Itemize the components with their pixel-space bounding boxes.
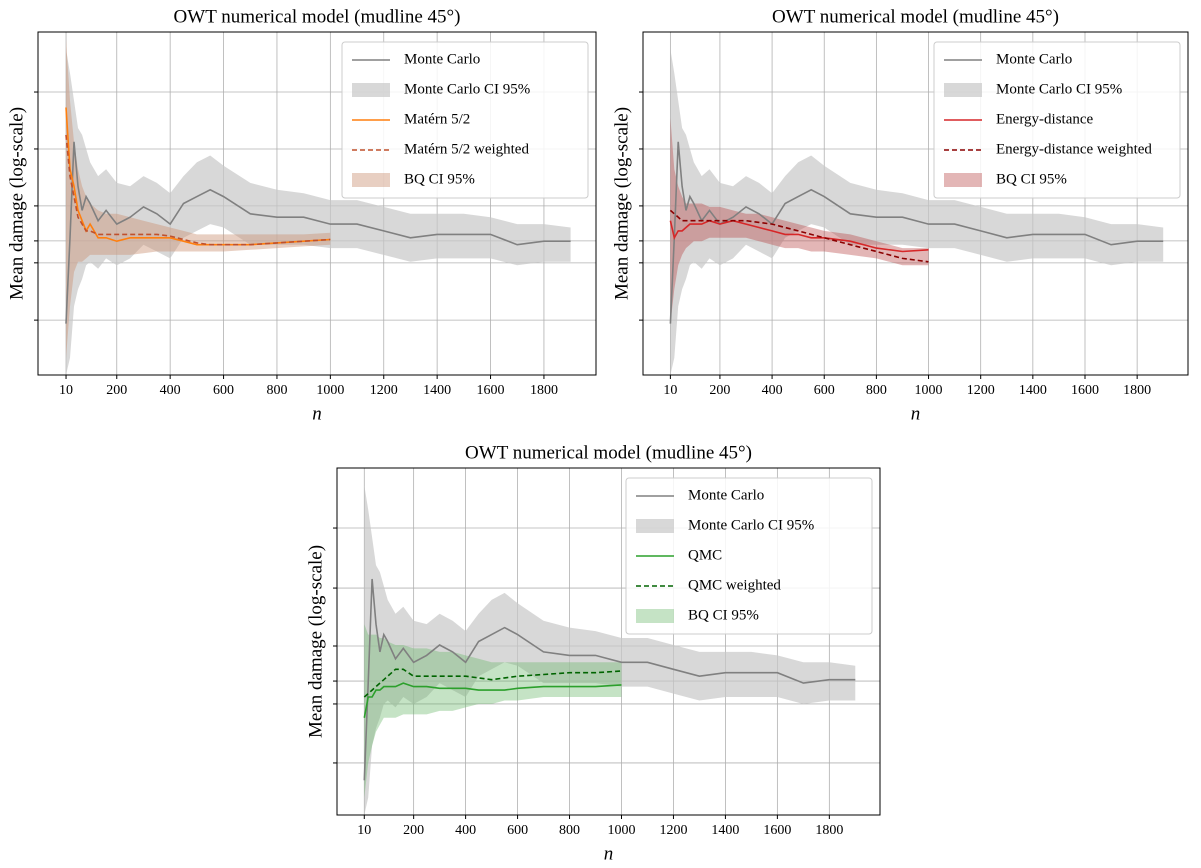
ci-band bbox=[670, 49, 1164, 375]
legend-swatch bbox=[944, 83, 982, 97]
x-tick-label: 1200 bbox=[967, 383, 995, 398]
chart: 10 200 400 600 800 1000 1200 1400 1600 1800 OWT nu… bbox=[611, 6, 1189, 424]
plot bbox=[669, 49, 1164, 375]
legend-label: Matérn 5/2 bbox=[404, 111, 470, 127]
x-tick-label: 1400 bbox=[423, 383, 451, 398]
x-tick-label: 200 bbox=[403, 823, 424, 838]
ci-band bbox=[670, 117, 929, 324]
legend-box bbox=[625, 477, 873, 635]
x-tick-label: 1400 bbox=[1019, 383, 1047, 398]
x-tick-label: 400 bbox=[455, 823, 476, 838]
x-tick-label: 1800 bbox=[530, 383, 558, 398]
x-axis-label: n bbox=[911, 403, 921, 424]
plot-frame bbox=[642, 31, 1189, 376]
legend-box bbox=[341, 41, 589, 199]
series-line bbox=[669, 209, 929, 263]
legend-label: BQ CI 95% bbox=[996, 171, 1067, 187]
x-axis-label: n bbox=[312, 403, 322, 424]
x-tick-label: 1400 bbox=[711, 823, 739, 838]
chart: 10 200 400 600 800 1000 1200 1400 1600 1800 OWT nu… bbox=[6, 6, 597, 424]
legend-label: Monte Carlo bbox=[404, 51, 480, 67]
legend-label: Monte Carlo CI 95% bbox=[404, 81, 530, 97]
series-line bbox=[363, 578, 856, 781]
x-tick-label: 1600 bbox=[1071, 383, 1099, 398]
x-tick-label: 1000 bbox=[316, 383, 344, 398]
legend-box bbox=[933, 41, 1181, 199]
legend-label: QMC weighted bbox=[688, 577, 781, 593]
legend-label: BQ CI 95% bbox=[688, 607, 759, 623]
x-tick-label: 400 bbox=[762, 383, 783, 398]
legend-swatch bbox=[944, 173, 982, 187]
x-tick-label: 600 bbox=[507, 823, 528, 838]
chart-title: OWT numerical model (mudline 45°) bbox=[174, 6, 461, 27]
y-axis-label: Mean damage (log-scale) bbox=[6, 107, 27, 300]
x-tick-label: 1200 bbox=[370, 383, 398, 398]
legend-label: QMC bbox=[688, 547, 722, 563]
plot bbox=[363, 485, 856, 815]
legend-swatch bbox=[636, 609, 674, 623]
series-line bbox=[363, 682, 622, 718]
x-tick-label: 800 bbox=[266, 383, 287, 398]
series-line bbox=[669, 219, 929, 253]
y-axis-label: Mean damage (log-scale) bbox=[305, 545, 326, 738]
series-line bbox=[363, 668, 622, 698]
plot-frame bbox=[37, 31, 597, 376]
legend-swatch bbox=[636, 519, 674, 533]
x-axis-label: n bbox=[604, 843, 614, 864]
legend-swatch bbox=[352, 173, 390, 187]
x-tick-label: 400 bbox=[160, 383, 181, 398]
ci-band bbox=[364, 624, 622, 798]
x-tick-label: 1800 bbox=[815, 823, 843, 838]
series-line bbox=[65, 141, 571, 324]
x-tick-label: 1000 bbox=[915, 383, 943, 398]
plot bbox=[65, 38, 571, 375]
x-tick-label: 1200 bbox=[659, 823, 687, 838]
legend-label: Matérn 5/2 weighted bbox=[404, 141, 529, 157]
legend-label: Energy-distance weighted bbox=[996, 141, 1152, 157]
ci-band bbox=[66, 49, 571, 375]
legend-label: Monte Carlo bbox=[996, 51, 1072, 67]
series-line bbox=[669, 141, 1164, 324]
x-tick-label: 1000 bbox=[607, 823, 635, 838]
x-tick-label: 1800 bbox=[1123, 383, 1151, 398]
x-tick-label: 10 bbox=[357, 823, 371, 838]
y-axis-label: Mean damage (log-scale) bbox=[611, 107, 632, 300]
x-tick-label: 200 bbox=[106, 383, 127, 398]
x-tick-label: 200 bbox=[709, 383, 730, 398]
x-tick-label: 800 bbox=[866, 383, 887, 398]
chart-title: OWT numerical model (mudline 45°) bbox=[465, 442, 752, 463]
x-tick-label: 1600 bbox=[763, 823, 791, 838]
legend-label: Monte Carlo CI 95% bbox=[688, 517, 814, 533]
x-tick-label: 600 bbox=[814, 383, 835, 398]
x-tick-label: 600 bbox=[213, 383, 234, 398]
chart-title: OWT numerical model (mudline 45°) bbox=[772, 6, 1059, 27]
legend-label: BQ CI 95% bbox=[404, 171, 475, 187]
x-tick-label: 10 bbox=[59, 383, 73, 398]
legend-label: Energy-distance bbox=[996, 111, 1094, 127]
ci-band bbox=[364, 485, 856, 815]
legend-swatch bbox=[352, 83, 390, 97]
legend-label: Monte Carlo CI 95% bbox=[996, 81, 1122, 97]
x-tick-label: 10 bbox=[663, 383, 677, 398]
x-tick-label: 800 bbox=[559, 823, 580, 838]
x-tick-label: 1600 bbox=[477, 383, 505, 398]
plot-frame bbox=[336, 467, 881, 816]
series-line bbox=[65, 134, 331, 246]
legend-label: Monte Carlo bbox=[688, 487, 764, 503]
chart: 10 200 400 600 800 1000 1200 1400 1600 1800 OWT nu… bbox=[305, 442, 881, 864]
